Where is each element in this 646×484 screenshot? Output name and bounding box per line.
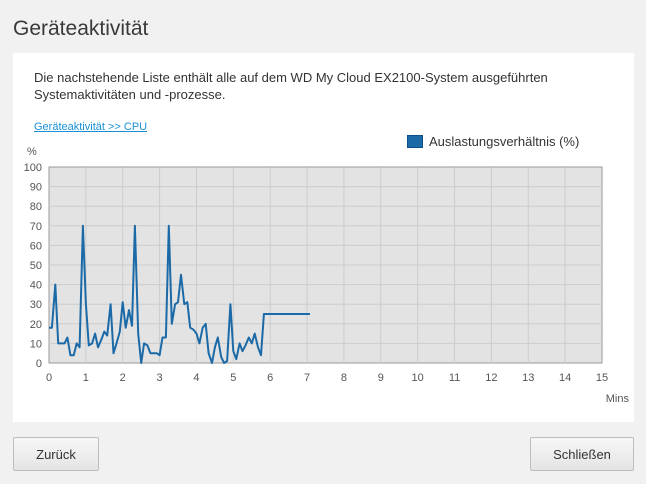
y-tick-label: 90: [30, 182, 42, 194]
x-tick-label: 7: [304, 372, 310, 384]
back-button[interactable]: Zurück: [13, 437, 99, 471]
y-tick-label: 70: [30, 221, 42, 233]
x-tick-label: 3: [157, 372, 163, 384]
page-description: Die nachstehende Liste enthält alle auf …: [34, 70, 548, 102]
y-tick-label: 10: [30, 338, 42, 350]
y-tick-label: 100: [24, 162, 42, 174]
y-tick-label: 60: [30, 240, 42, 252]
x-axis-label: Mins: [606, 393, 630, 405]
x-tick-label: 5: [230, 372, 236, 384]
x-tick-label: 9: [378, 372, 384, 384]
y-axis-label: %: [27, 146, 37, 158]
x-tick-label: 0: [46, 372, 52, 384]
x-tick-label: 8: [341, 372, 347, 384]
x-tick-label: 12: [485, 372, 497, 384]
y-tick-label: 20: [30, 319, 42, 331]
y-tick-label: 80: [30, 201, 42, 213]
y-tick-label: 30: [30, 299, 42, 311]
y-tick-label: 0: [36, 358, 42, 370]
x-tick-label: 2: [120, 372, 126, 384]
x-tick-label: 6: [267, 372, 273, 384]
x-tick-label: 14: [559, 372, 571, 384]
y-tick-label: 40: [30, 280, 42, 292]
legend-label: Auslastungsverhältnis (%): [429, 133, 580, 149]
legend-swatch: [407, 134, 423, 148]
x-tick-label: 4: [193, 372, 199, 384]
page-title: Geräteaktivität: [13, 17, 149, 40]
x-tick-label: 15: [596, 372, 608, 384]
x-tick-label: 1: [83, 372, 89, 384]
content-panel: Die nachstehende Liste enthält alle auf …: [13, 53, 634, 422]
breadcrumb-link[interactable]: Geräteaktivität >> CPU: [34, 121, 148, 133]
y-tick-label: 50: [30, 260, 42, 272]
chart-legend: Auslastungsverhältnis (%): [407, 133, 579, 149]
x-tick-label: 11: [449, 372, 460, 384]
close-button[interactable]: Schließen: [530, 437, 634, 471]
series-line: [49, 224, 310, 364]
x-tick-label: 13: [522, 372, 534, 384]
x-tick-label: 10: [412, 372, 424, 384]
